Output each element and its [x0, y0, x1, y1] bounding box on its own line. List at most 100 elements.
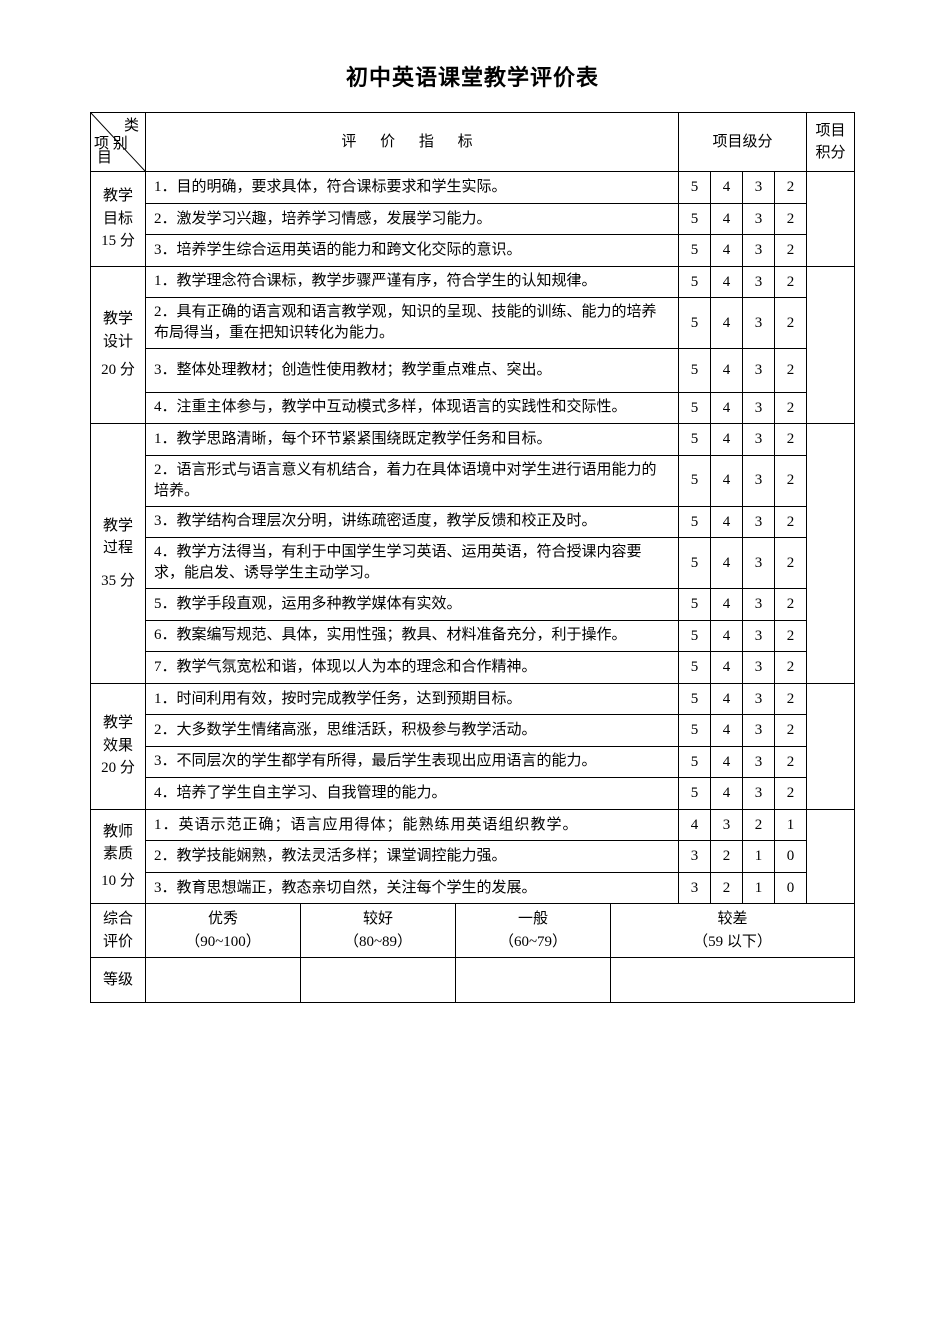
grade-row: 等级	[91, 958, 855, 1003]
score-cell: 3	[742, 392, 774, 424]
table-row: 3．教育思想端正，教态亲切自然，关注每个学生的发展。 3 2 1 0	[91, 872, 855, 904]
score-cell: 4	[710, 203, 742, 235]
score-cell: 5	[678, 172, 710, 204]
total-cell	[807, 266, 855, 424]
score-cell: 2	[710, 841, 742, 873]
score-cell: 3	[742, 349, 774, 393]
summary-col-name: 较差	[617, 908, 848, 931]
total-cell	[807, 683, 855, 809]
category-points: 35 分	[97, 570, 139, 593]
criteria-cell: 4．注重主体参与，教学中互动模式多样，体现语言的实践性和交际性。	[146, 392, 679, 424]
table-row: 3．不同层次的学生都学有所得，最后学生表现出应用语言的能力。 5 4 3 2	[91, 746, 855, 778]
summary-label-l1: 综合	[97, 908, 139, 931]
score-cell: 4	[710, 392, 742, 424]
score-cell: 2	[774, 266, 806, 298]
score-cell: 3	[742, 715, 774, 747]
score-cell: 4	[710, 506, 742, 538]
score-cell: 2	[742, 809, 774, 841]
table-row: 2．教学技能娴熟，教法灵活多样；课堂调控能力强。 3 2 1 0	[91, 841, 855, 873]
score-cell: 4	[710, 589, 742, 621]
score-cell: 3	[742, 298, 774, 349]
score-cell: 0	[774, 872, 806, 904]
criteria-cell: 4．培养了学生自主学习、自我管理的能力。	[146, 778, 679, 810]
table-row: 教师 素质 10 分 1．英语示范正确；语言应用得体；能熟练用英语组织教学。 4…	[91, 809, 855, 841]
score-cell: 2	[710, 872, 742, 904]
criteria-cell: 1．教学理念符合课标，教学步骤严谨有序，符合学生的认知规律。	[146, 266, 679, 298]
category-cell: 教师 素质 10 分	[91, 809, 146, 904]
score-cell: 2	[774, 683, 806, 715]
summary-col-range: （59 以下）	[617, 931, 848, 954]
score-cell: 2	[774, 172, 806, 204]
grade-cell	[611, 958, 855, 1003]
table-row: 2．具有正确的语言观和语言教学观，知识的呈现、技能的训练、能力的培养布局得当，重…	[91, 298, 855, 349]
criteria-cell: 4．教学方法得当，有利于中国学生学习英语、运用英语，符合授课内容要求，能启发、诱…	[146, 538, 679, 589]
score-cell: 4	[710, 683, 742, 715]
score-cell: 5	[678, 506, 710, 538]
total-cell	[807, 172, 855, 267]
category-name-l2: 目标	[97, 208, 139, 231]
score-cell: 2	[774, 778, 806, 810]
table-row: 4．教学方法得当，有利于中国学生学习英语、运用英语，符合授课内容要求，能启发、诱…	[91, 538, 855, 589]
criteria-cell: 1．教学思路清晰，每个环节紧紧围绕既定教学任务和目标。	[146, 424, 679, 456]
category-name-l1: 教师	[97, 821, 139, 844]
category-cell: 教学 效果 20 分	[91, 683, 146, 809]
table-row: 教学 设计 20 分 1．教学理念符合课标，教学步骤严谨有序，符合学生的认知规律…	[91, 266, 855, 298]
category-points: 20 分	[97, 359, 139, 382]
table-row: 教学 目标 15 分 1．目的明确，要求具体，符合课标要求和学生实际。 5 4 …	[91, 172, 855, 204]
score-cell: 1	[742, 872, 774, 904]
table-row: 2．语言形式与语言意义有机结合，着力在具体语境中对学生进行语用能力的培养。 5 …	[91, 455, 855, 506]
table-row: 4．注重主体参与，教学中互动模式多样，体现语言的实践性和交际性。 5 4 3 2	[91, 392, 855, 424]
table-row: 2．激发学习兴趣，培养学习情感，发展学习能力。 5 4 3 2	[91, 203, 855, 235]
score-cell: 3	[742, 620, 774, 652]
evaluation-table: 类 项 别 目 评 价 指 标 项目级分 项目积分 教学 目标 15 分 1．目…	[90, 112, 855, 904]
criteria-cell: 1．时间利用有效，按时完成教学任务，达到预期目标。	[146, 683, 679, 715]
score-cell: 4	[710, 349, 742, 393]
score-cell: 5	[678, 715, 710, 747]
score-cell: 5	[678, 266, 710, 298]
score-cell: 3	[742, 589, 774, 621]
score-cell: 2	[774, 424, 806, 456]
score-cell: 3	[742, 172, 774, 204]
header-level: 项目级分	[678, 113, 806, 172]
score-cell: 5	[678, 203, 710, 235]
table-row: 2．大多数学生情绪高涨，思维活跃，积极参与教学活动。 5 4 3 2	[91, 715, 855, 747]
header-diagonal: 类 项 别 目	[91, 113, 146, 172]
score-cell: 2	[774, 349, 806, 393]
header-criteria: 评 价 指 标	[146, 113, 679, 172]
summary-col-name: 较好	[307, 908, 449, 931]
category-name-l2: 设计	[97, 331, 139, 354]
score-cell: 2	[774, 589, 806, 621]
score-cell: 3	[710, 809, 742, 841]
score-cell: 4	[678, 809, 710, 841]
criteria-cell: 3．整体处理教材；创造性使用教材；教学重点难点、突出。	[146, 349, 679, 393]
criteria-cell: 1．英语示范正确；语言应用得体；能熟练用英语组织教学。	[146, 809, 679, 841]
score-cell: 3	[742, 778, 774, 810]
score-cell: 5	[678, 349, 710, 393]
category-cell: 教学 设计 20 分	[91, 266, 146, 424]
category-name-l2: 效果	[97, 735, 139, 758]
score-cell: 5	[678, 298, 710, 349]
criteria-cell: 7．教学气氛宽松和谐，体现以人为本的理念和合作精神。	[146, 652, 679, 684]
score-cell: 2	[774, 203, 806, 235]
score-cell: 2	[774, 652, 806, 684]
header-total: 项目积分	[807, 113, 855, 172]
criteria-cell: 3．培养学生综合运用英语的能力和跨文化交际的意识。	[146, 235, 679, 267]
grade-label-cell: 等级	[91, 958, 146, 1003]
score-cell: 3	[742, 538, 774, 589]
criteria-cell: 5．教学手段直观，运用多种教学媒体有实效。	[146, 589, 679, 621]
score-cell: 1	[742, 841, 774, 873]
score-cell: 3	[742, 424, 774, 456]
score-cell: 1	[774, 809, 806, 841]
score-cell: 2	[774, 298, 806, 349]
score-cell: 5	[678, 746, 710, 778]
score-cell: 5	[678, 424, 710, 456]
total-cell	[807, 424, 855, 684]
summary-col-cell: 较差 （59 以下）	[611, 904, 855, 958]
summary-col-range: （60~79）	[462, 931, 604, 954]
criteria-cell: 2．教学技能娴熟，教法灵活多样；课堂调控能力强。	[146, 841, 679, 873]
score-cell: 3	[742, 506, 774, 538]
score-cell: 5	[678, 620, 710, 652]
score-cell: 4	[710, 235, 742, 267]
criteria-cell: 1．目的明确，要求具体，符合课标要求和学生实际。	[146, 172, 679, 204]
score-cell: 5	[678, 538, 710, 589]
